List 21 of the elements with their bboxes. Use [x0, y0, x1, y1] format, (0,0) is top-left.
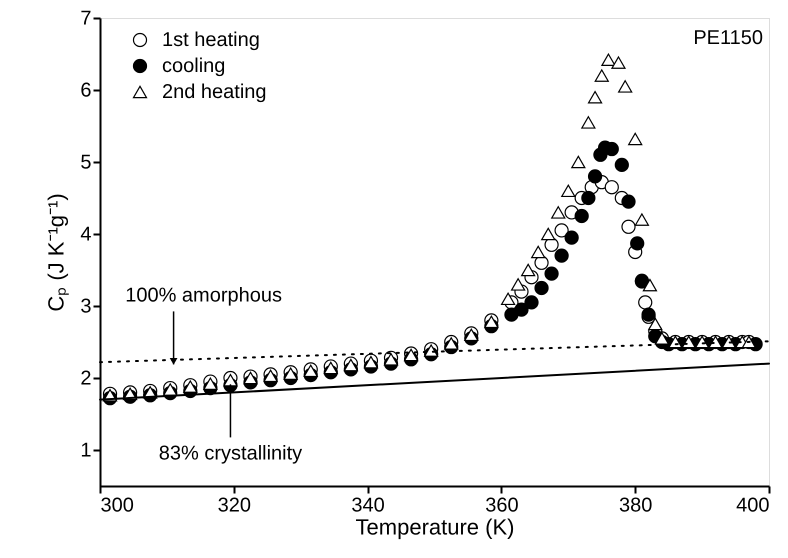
x-tick-label: 320: [218, 494, 251, 516]
y-tick-label: 6: [80, 80, 92, 102]
legend-label: cooling: [162, 55, 226, 77]
x-axis-title: Temperature (K): [356, 514, 514, 540]
x-tick-label: 360: [485, 494, 519, 516]
y-tick-label: 2: [80, 368, 92, 390]
x-tick-label: 380: [619, 494, 652, 516]
annotation: 83% crystallinity: [158, 442, 302, 464]
legend-label: 2nd heating: [162, 81, 267, 103]
annotation: 100% amorphous: [125, 284, 282, 306]
y-tick-label: 5: [80, 152, 92, 174]
y-tick-label: 7: [80, 8, 92, 30]
x-tick-label: 400: [736, 494, 770, 516]
y-tick-label: 1: [80, 440, 92, 462]
x-tick-label: 340: [351, 494, 385, 516]
legend-label: 1st heating: [162, 29, 260, 51]
annotation: PE1150: [693, 27, 763, 49]
y-tick-label: 4: [80, 224, 92, 246]
y-axis-title: Cₚ (J K⁻¹g⁻¹): [43, 193, 70, 312]
y-tick-label: 3: [80, 296, 92, 318]
x-tick-label: 300: [100, 494, 134, 516]
